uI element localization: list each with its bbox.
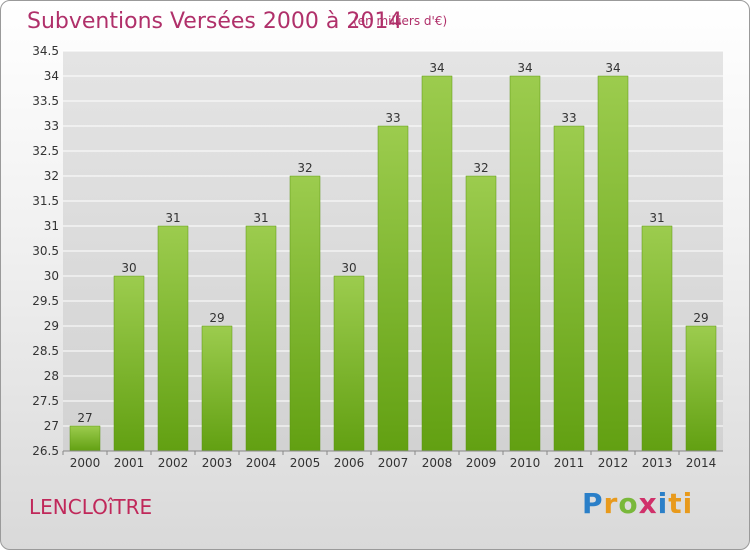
bar (289, 175, 321, 452)
x-tick-label: 2010 (510, 456, 541, 470)
x-tick-label: 2006 (334, 456, 365, 470)
bar (641, 225, 673, 452)
y-tick-label: 30.5 (32, 244, 59, 258)
y-tick-label: 29 (44, 319, 59, 333)
bar (245, 225, 277, 452)
y-tick-label: 32.5 (32, 144, 59, 158)
x-tick-label: 2009 (466, 456, 497, 470)
bar (421, 75, 453, 452)
y-tick-label: 34 (44, 69, 59, 83)
y-tick-label: 26.5 (32, 444, 59, 458)
x-tick-label: 2000 (70, 456, 101, 470)
bar-value-label: 32 (297, 161, 312, 175)
bars: 27 30 31 29 31 32 30 33 34 32 34 33 34 31 29 (69, 61, 717, 452)
commune-name: LENCLOîTRE (29, 495, 153, 519)
bar-value-label: 34 (605, 61, 620, 75)
logo-letter: x (638, 487, 658, 520)
bar (509, 75, 541, 452)
y-tick-label: 33 (44, 119, 59, 133)
bar (333, 275, 365, 452)
y-tick-label: 33.5 (32, 94, 59, 108)
bar-value-label: 31 (165, 211, 180, 225)
x-tick-label: 2002 (158, 456, 189, 470)
logo-letter: i (657, 487, 669, 520)
bar-value-label: 30 (341, 261, 356, 275)
bar-value-label: 29 (209, 311, 224, 325)
bar-value-label: 33 (561, 111, 576, 125)
x-tick-label: 2014 (686, 456, 717, 470)
x-axis-ticks: 2000 2001 2002 2003 2004 2005 2006 2007 2008 2009… (62, 451, 717, 470)
y-tick-label: 27.5 (32, 394, 59, 408)
x-tick-label: 2003 (202, 456, 233, 470)
logo-letter: P (582, 487, 604, 520)
bar (597, 75, 629, 452)
bar-value-label: 33 (385, 111, 400, 125)
bar-value-label: 27 (77, 411, 92, 425)
y-tick-label: 34.5 (32, 44, 59, 58)
y-tick-label: 29.5 (32, 294, 59, 308)
bar-value-label: 31 (253, 211, 268, 225)
bar (465, 175, 497, 452)
chart-title: Subventions Versées 2000 à 2014 (27, 9, 403, 34)
x-tick-label: 2004 (246, 456, 277, 470)
x-tick-label: 2007 (378, 456, 409, 470)
proxiti-logo: Proxiti (582, 487, 693, 520)
x-tick-label: 2001 (114, 456, 145, 470)
bar (201, 325, 233, 452)
x-tick-label: 2008 (422, 456, 453, 470)
y-tick-label: 31.5 (32, 194, 59, 208)
y-tick-label: 32 (44, 169, 59, 183)
x-tick-label: 2005 (290, 456, 321, 470)
bar-value-label: 32 (473, 161, 488, 175)
bar-value-label: 30 (121, 261, 136, 275)
bar (685, 325, 717, 452)
x-tick-label: 2013 (642, 456, 673, 470)
y-tick-label: 30 (44, 269, 59, 283)
bar-value-label: 34 (429, 61, 444, 75)
chart-subtitle: (en milliers d'€) (353, 14, 448, 28)
bar-value-label: 31 (649, 211, 664, 225)
x-tick-label: 2011 (554, 456, 585, 470)
bar (553, 125, 585, 452)
y-tick-label: 27 (44, 419, 59, 433)
y-tick-label: 28 (44, 369, 59, 383)
y-axis-ticks: 26.5 27 27.5 28 28.5 29 29.5 30 30.5 31 31.5 32 32.5… (32, 44, 59, 458)
y-tick-label: 28.5 (32, 344, 59, 358)
bar (157, 225, 189, 452)
logo-letter: o (618, 487, 639, 520)
bar-value-label: 29 (693, 311, 708, 325)
x-tick-label: 2012 (598, 456, 629, 470)
bar (113, 275, 145, 452)
bar (69, 425, 101, 452)
y-tick-label: 31 (44, 219, 59, 233)
bar (377, 125, 409, 452)
bar-value-label: 34 (517, 61, 532, 75)
logo-letter: ti (668, 487, 694, 520)
logo-letter: r (603, 487, 619, 520)
